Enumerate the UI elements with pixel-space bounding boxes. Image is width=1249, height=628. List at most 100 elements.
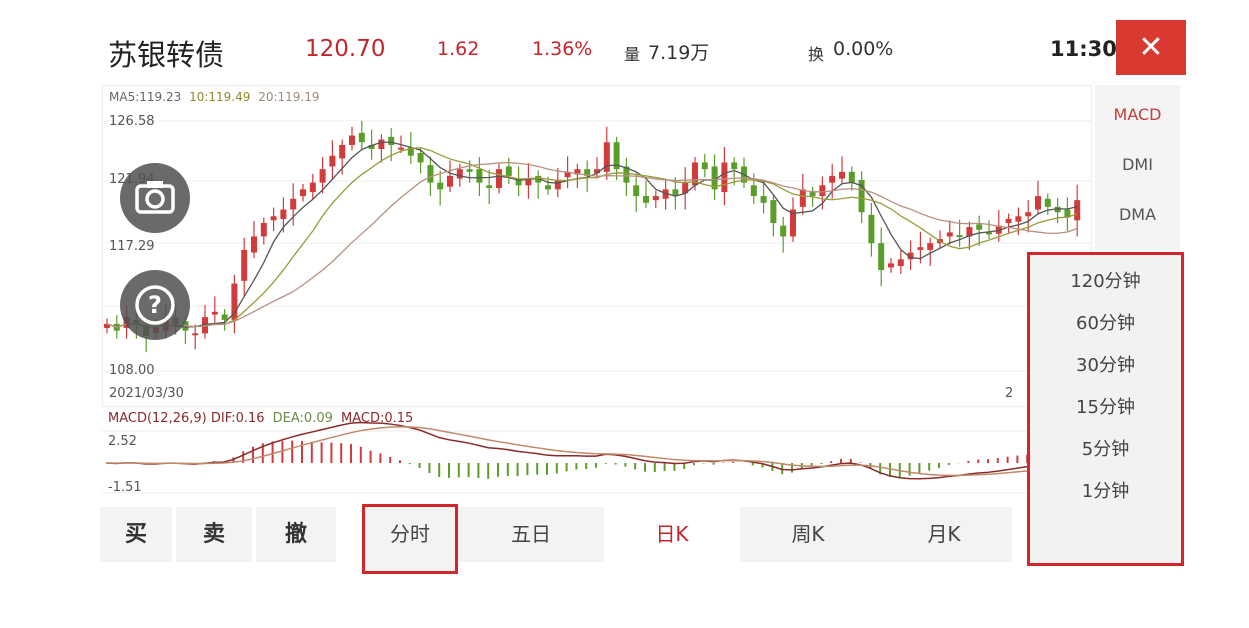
candle-body (652, 196, 659, 201)
candle-body (858, 179, 865, 213)
candle-body (1074, 200, 1081, 221)
candle-body (907, 252, 914, 260)
candle-body (995, 225, 1002, 234)
screenshot-button[interactable] (120, 163, 190, 233)
candle-body (848, 171, 855, 183)
candle-body (1005, 218, 1012, 223)
candle-body (1025, 212, 1032, 217)
candle-body (290, 198, 297, 210)
candle-body (976, 224, 983, 230)
period-15min[interactable]: 15分钟 (1076, 397, 1135, 418)
candle-body (192, 333, 199, 336)
macd-svg (102, 421, 1090, 494)
help-button[interactable]: ? (120, 270, 190, 340)
candle-body (407, 147, 414, 156)
tab-intraday[interactable]: 分时 (362, 504, 458, 574)
indicator-macd[interactable]: MACD (1113, 105, 1162, 124)
candle-body (770, 200, 777, 223)
tab-weekly-k[interactable]: 周K (740, 507, 876, 562)
svg-text:?: ? (148, 291, 162, 319)
candle-body (927, 243, 934, 250)
candle-body (221, 314, 228, 320)
period-dropdown: 120分钟 60分钟 30分钟 15分钟 5分钟 1分钟 (1027, 252, 1184, 566)
ma10-line (106, 147, 1078, 328)
time: 11:30 (1050, 37, 1117, 61)
candle-body (476, 169, 483, 183)
tab-daily-k[interactable]: 日K (604, 507, 740, 562)
candle-body (368, 144, 375, 149)
candle-body (319, 169, 326, 183)
candle-body (682, 182, 689, 194)
period-120min[interactable]: 120分钟 (1070, 271, 1141, 292)
candle-body (888, 263, 894, 268)
candlestick-chart[interactable]: MA5:119.23 10:119.49 20:119.19 126.58 12… (102, 85, 1092, 407)
candle-body (564, 171, 571, 178)
candle-body (839, 171, 845, 179)
close-button[interactable]: ✕ (1116, 20, 1186, 75)
period-1min[interactable]: 1分钟 (1081, 481, 1130, 502)
candle-body (623, 166, 630, 183)
candle-body (790, 209, 796, 237)
candle-body (447, 175, 453, 187)
candle-body (260, 222, 267, 237)
candle-body (300, 189, 306, 197)
candle-body (672, 189, 679, 197)
quote-header: 苏银转债 120.70 1.62 1.36% 量 7.19万 换 0.00% 1… (100, 20, 1186, 82)
volume: 7.19万 (648, 42, 710, 64)
period-30min[interactable]: 30分钟 (1076, 355, 1135, 376)
ma5-value: MA5:119.23 (109, 90, 182, 104)
sell-button[interactable]: 卖 (176, 507, 252, 562)
candle-body (946, 232, 953, 237)
macd-axis-min: -1.51 (108, 480, 142, 495)
candle-body (417, 153, 424, 163)
candle-body (711, 166, 718, 190)
candle-body (643, 196, 649, 203)
macd-panel: MACD(12,26,9) DIF:0.16 DEA:0.09 MACD:0.1… (102, 407, 1090, 499)
dif-line (105, 421, 1077, 480)
candle-body (966, 227, 973, 237)
candle-body (574, 169, 581, 175)
candle-body (388, 136, 395, 145)
candle-body (917, 247, 924, 250)
y-label-min: 108.00 (109, 363, 155, 378)
candle-body (554, 179, 561, 190)
turnover: 0.00% (833, 38, 894, 60)
start-date: 2021/03/30 (109, 386, 184, 401)
ma20-value: 20:119.19 (258, 90, 320, 104)
indicator-dmi[interactable]: DMI (1122, 155, 1153, 174)
candle-body (986, 232, 992, 235)
last-price: 120.70 (305, 36, 386, 62)
buy-button[interactable]: 买 (100, 507, 172, 562)
candle-body (829, 175, 836, 183)
candle-body (1044, 198, 1051, 207)
cancel-order-button[interactable]: 撤 (256, 507, 336, 562)
price-change: 1.62 (437, 38, 480, 60)
candle-body (231, 283, 238, 320)
candle-body (427, 165, 434, 183)
end-date: 2 (1005, 386, 1014, 401)
camera-icon (135, 181, 175, 214)
tab-monthly-k[interactable]: 月K (876, 507, 1012, 562)
period-5min[interactable]: 5分钟 (1081, 439, 1130, 460)
candle-body (613, 142, 620, 170)
candle-body (329, 155, 336, 167)
candle-body (349, 135, 355, 145)
ma-legend: MA5:119.23 10:119.49 20:119.19 (109, 90, 320, 104)
period-60min[interactable]: 60分钟 (1076, 313, 1135, 334)
candle-body (594, 169, 600, 174)
candle-body (956, 235, 963, 238)
macd-params: MACD(12,26,9) (108, 411, 207, 426)
macd-axis-max: 2.52 (108, 434, 137, 449)
candle-body (1054, 206, 1061, 213)
candle-body (603, 142, 610, 172)
tab-five-day[interactable]: 五日 (458, 507, 604, 562)
indicator-dma[interactable]: DMA (1118, 205, 1157, 224)
y-label-3: 117.29 (109, 239, 155, 254)
macd-legend: MACD(12,26,9) DIF:0.16 DEA:0.09 MACD:0.1… (108, 411, 413, 426)
candle-body (701, 162, 708, 170)
volume-label: 量 (624, 45, 641, 64)
candle-body (486, 185, 493, 189)
candle-body (535, 175, 542, 183)
candle-body (780, 225, 787, 237)
candles-svg (103, 120, 1091, 372)
